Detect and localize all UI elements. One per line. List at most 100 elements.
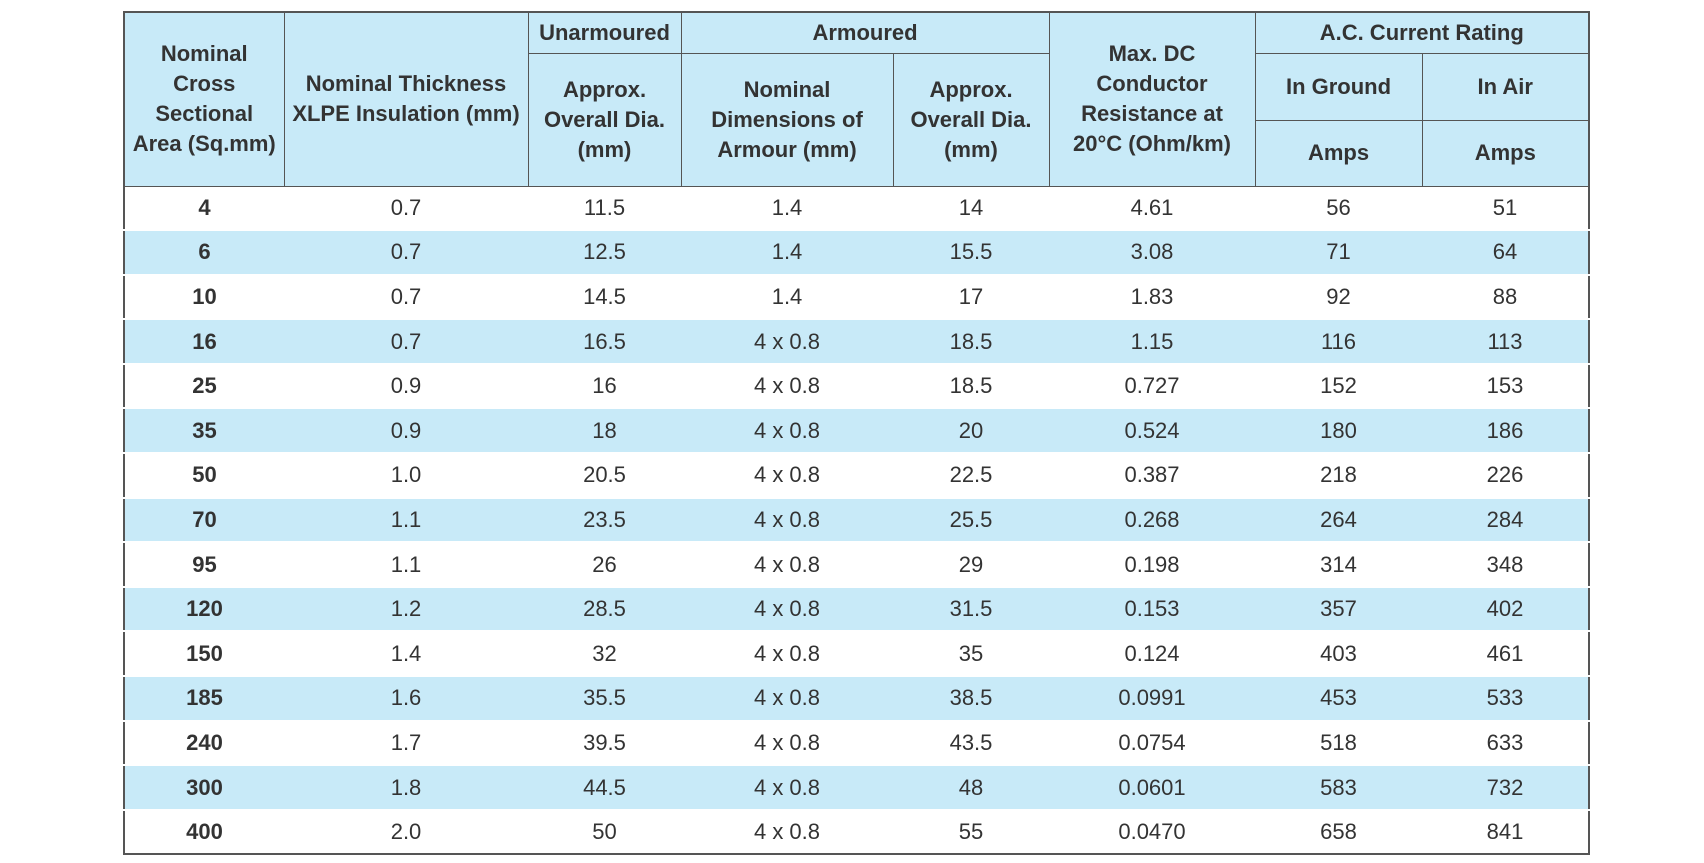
- header-cell: Amps: [1421, 119, 1590, 187]
- table-cell: 0.9: [284, 407, 528, 454]
- table-cell: 32: [528, 630, 681, 677]
- table-cell: 16: [124, 318, 284, 364]
- table-cell: 95: [124, 541, 284, 587]
- table-cell: 152: [1255, 362, 1422, 409]
- table-cell: 25.5: [893, 496, 1049, 543]
- table-cell: 402: [1422, 585, 1589, 632]
- table-cell: 44.5: [528, 764, 681, 810]
- table-cell: 4 x 0.8: [681, 407, 893, 454]
- table-cell: 0.727: [1049, 362, 1255, 409]
- table-cell: 1.4: [771, 194, 803, 220]
- table-cell: 0.0601: [1049, 764, 1255, 810]
- table-cell: 35.5: [528, 675, 681, 721]
- table-cell: 31.5: [893, 585, 1049, 632]
- table-cell: 4 x 0.8: [681, 764, 893, 810]
- table-row: 300 1.8 44.5 4 x 0.8 48 0.0601 583 732: [124, 764, 1589, 810]
- header-cell: Armoured: [680, 11, 1050, 54]
- table-cell: 453: [1255, 675, 1422, 721]
- table-cell: 23.5: [528, 496, 681, 543]
- table-row: 35 0.9 18 4 x 0.8 20 0.524 180 186: [124, 407, 1589, 454]
- table-cell: 0.0991: [1049, 675, 1255, 721]
- table-row: 10 0.7 14.5 1.4 17 1.83 92 88: [124, 273, 1589, 320]
- table-cell: 4 x 0.8: [681, 630, 893, 677]
- table-cell: 186: [1422, 407, 1589, 454]
- table-cell: 0.124: [1049, 630, 1255, 677]
- table-cell: 38.5: [893, 675, 1049, 721]
- table-cell: 153: [1422, 362, 1589, 409]
- table-cell: 732: [1422, 764, 1589, 810]
- table-row: 400 2.0 50 4 x 0.8 55 0.0470 658 841: [124, 808, 1589, 855]
- table-cell: 0.7: [284, 318, 528, 364]
- table-cell: 70: [124, 496, 284, 543]
- table-cell: 92: [1255, 273, 1422, 320]
- table-cell: 71: [1255, 229, 1422, 275]
- cable-table: Nominal Cross Sectional Area (Sq.mm) Nom…: [123, 11, 1590, 856]
- table-cell: 18.5: [893, 362, 1049, 409]
- table-cell: 28.5: [528, 585, 681, 632]
- table-cell: 1.4: [284, 630, 528, 677]
- table-cell: 2.0: [284, 808, 528, 855]
- table-row: 95 1.1 26 4 x 0.8 29 0.198 314 348: [124, 541, 1589, 587]
- table-cell: 29: [893, 541, 1049, 587]
- header-cell: Max. DC Conductor Resistance at 20°C (Oh…: [1048, 11, 1256, 187]
- table-cell: 1.7: [284, 719, 528, 766]
- table-cell: 16: [528, 362, 681, 409]
- header-cell: Approx. Overall Dia. (mm): [892, 52, 1050, 187]
- table-cell: 10: [124, 273, 284, 320]
- table-cell: 1.15: [1049, 318, 1255, 364]
- table-cell: 50: [528, 808, 681, 855]
- table-cell: 64: [1422, 229, 1589, 275]
- header-cell: A.C. Current Rating: [1254, 11, 1590, 54]
- table-cell: 0.7: [390, 194, 422, 220]
- header-cell: Amps: [1254, 119, 1423, 187]
- table-cell: 16.5: [528, 318, 681, 364]
- table-cell: 0.153: [1049, 585, 1255, 632]
- table-cell: 218: [1255, 452, 1422, 498]
- table-cell: 43.5: [893, 719, 1049, 766]
- header-cell: Nominal Thickness XLPE Insulation (mm): [283, 11, 529, 187]
- table-cell: 22.5: [893, 452, 1049, 498]
- table-cell: 55: [893, 808, 1049, 855]
- table-cell: 1.2: [284, 585, 528, 632]
- table-cell: 0.524: [1049, 407, 1255, 454]
- table-cell: 35: [124, 407, 284, 454]
- table-cell: 633: [1422, 719, 1589, 766]
- table-cell: 0.9: [284, 362, 528, 409]
- table-row: 240 1.7 39.5 4 x 0.8 43.5 0.0754 518 633: [124, 719, 1589, 766]
- table-cell: 20: [893, 407, 1049, 454]
- table-cell: 15.5: [893, 229, 1049, 275]
- table-cell: 1.1: [284, 496, 528, 543]
- table-cell: 120: [124, 585, 284, 632]
- table-cell: 0.0754: [1049, 719, 1255, 766]
- table-cell: 1.4: [681, 273, 893, 320]
- table-cell: 14.5: [528, 273, 681, 320]
- table-row: 6 0.7 12.5 1.4 15.5 3.08 71 64: [124, 229, 1589, 275]
- table-row: 120 1.2 28.5 4 x 0.8 31.5 0.153 357 402: [124, 585, 1589, 632]
- table-row: 50 1.0 20.5 4 x 0.8 22.5 0.387 218 226: [124, 452, 1589, 498]
- header-cell: Approx. Overall Dia. (mm): [527, 52, 682, 187]
- table-cell: 4: [198, 194, 211, 220]
- table-cell: 300: [124, 764, 284, 810]
- table-row: 70 1.1 23.5 4 x 0.8 25.5 0.268 264 284: [124, 496, 1589, 543]
- table-row: 150 1.4 32 4 x 0.8 35 0.124 403 461: [124, 630, 1589, 677]
- table-cell: 518: [1255, 719, 1422, 766]
- table-row: 25 0.9 16 4 x 0.8 18.5 0.727 152 153: [124, 362, 1589, 409]
- table-cell: 0.7: [284, 229, 528, 275]
- table-cell: 11.5: [583, 194, 626, 220]
- table-cell: 18.5: [893, 318, 1049, 364]
- table-cell: 4 x 0.8: [681, 675, 893, 721]
- table-cell: 357: [1255, 585, 1422, 632]
- table-cell: 185: [124, 675, 284, 721]
- table-cell: 1.8: [284, 764, 528, 810]
- table-cell: 348: [1422, 541, 1589, 587]
- table-cell: 226: [1422, 452, 1589, 498]
- table-cell: 658: [1255, 808, 1422, 855]
- table-cell: 284: [1422, 496, 1589, 543]
- table-cell: 314: [1255, 541, 1422, 587]
- table-cell: 4 x 0.8: [681, 496, 893, 543]
- table-cell: 180: [1255, 407, 1422, 454]
- table-cell: 48: [893, 764, 1049, 810]
- table-cell: 35: [893, 630, 1049, 677]
- header-cell: Nominal Cross Sectional Area (Sq.mm): [123, 11, 285, 187]
